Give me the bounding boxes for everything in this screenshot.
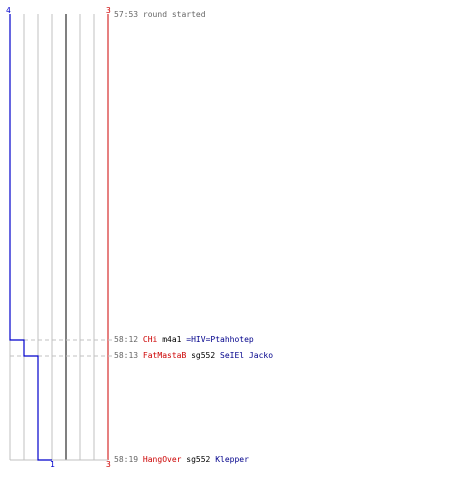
victim-name: =HIV=Ptahhotep xyxy=(186,335,254,344)
killer-name: FatMastaB xyxy=(142,351,187,360)
victim-name: SeIEl Jacko xyxy=(220,351,274,360)
weapon-name: sg552 xyxy=(191,351,216,360)
event-kill-3: 58:19 HangOver sg552 Klepper xyxy=(114,455,249,465)
killer-name: HangOver xyxy=(142,455,182,464)
event-time: 58:13 xyxy=(114,351,139,360)
weapon-name: sg552 xyxy=(186,455,211,464)
event-text: round started xyxy=(142,10,206,19)
player-grid xyxy=(9,14,109,461)
killer-name: CHi xyxy=(142,335,158,344)
weapon-name: m4a1 xyxy=(162,335,182,344)
event-time: 57:53 xyxy=(114,10,139,19)
victim-name: Klepper xyxy=(215,455,249,464)
event-dashes xyxy=(10,339,112,357)
event-time: 58:19 xyxy=(114,455,139,464)
blue-start-score: 4 xyxy=(6,6,11,15)
red-start-score: 3 xyxy=(106,6,111,15)
blue-team-line xyxy=(9,14,52,461)
event-time: 58:12 xyxy=(114,335,139,344)
blue-end-score: 1 xyxy=(50,460,55,469)
event-kill-1: 58:12 CHi m4a1 =HIV=Ptahhotep xyxy=(114,335,254,345)
red-end-score: 3 xyxy=(106,460,111,469)
event-kill-2: 58:13 FatMastaB sg552 SeIEl Jacko xyxy=(114,351,273,361)
team-lines xyxy=(9,14,52,461)
event-round-start: 57:53 round started xyxy=(114,10,206,20)
